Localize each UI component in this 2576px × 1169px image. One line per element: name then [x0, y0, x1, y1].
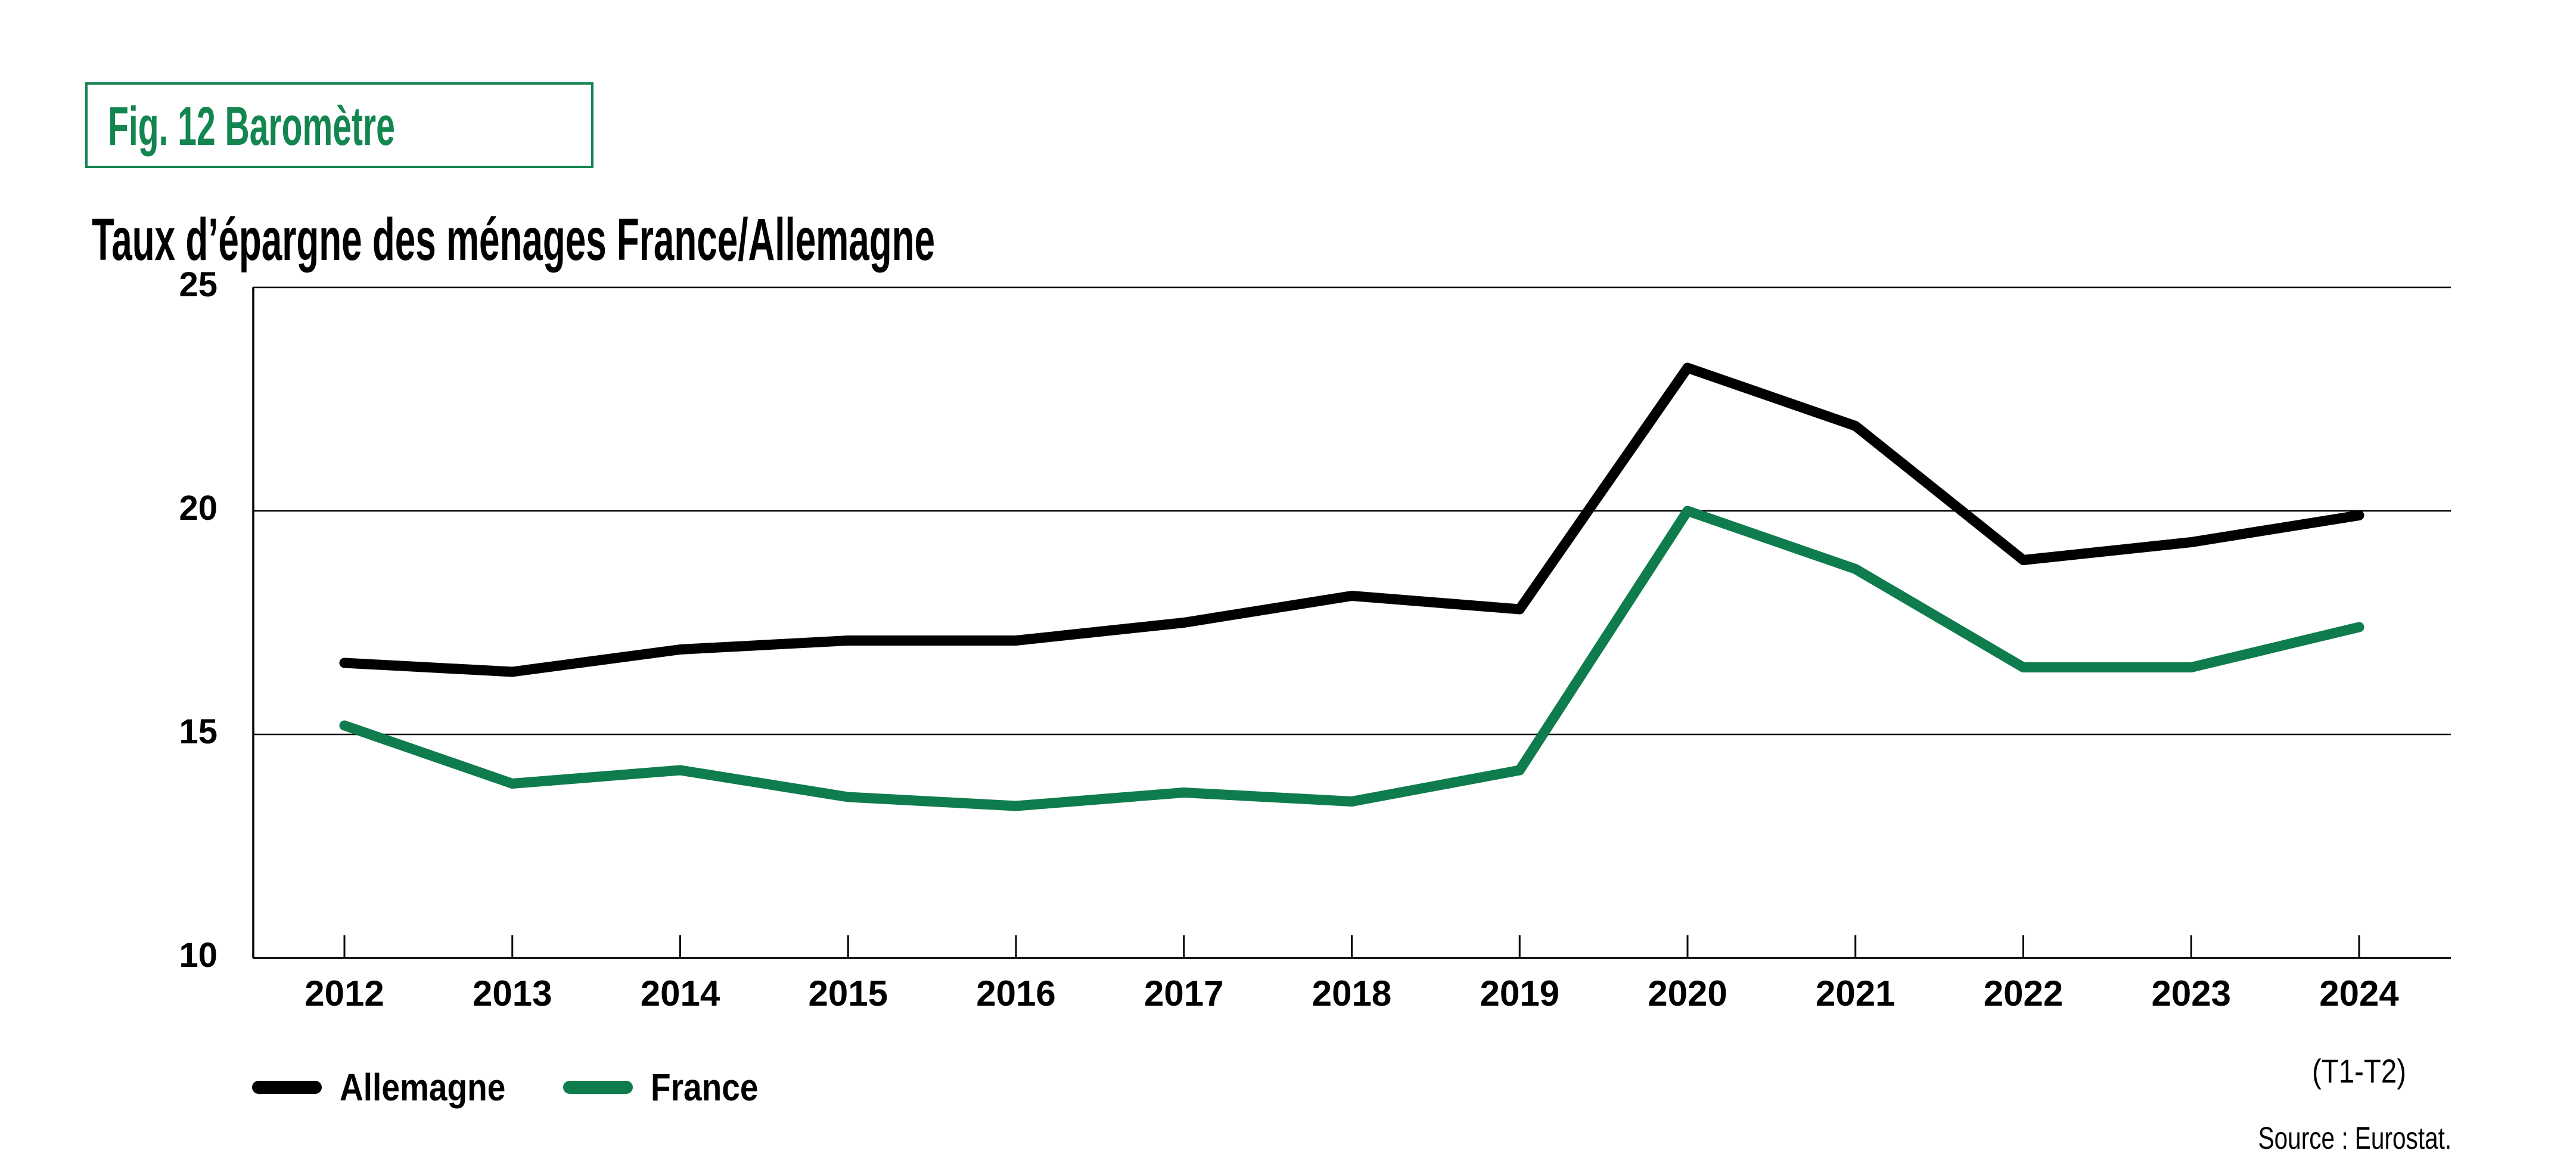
x-tick-label-2019: 2019: [1480, 973, 1559, 1013]
x-tick-label-2014: 2014: [641, 973, 720, 1013]
x-tick-label-2018: 2018: [1312, 973, 1391, 1013]
legend-label-france: France: [651, 1066, 759, 1109]
x-tick-label-2016: 2016: [976, 973, 1055, 1013]
x-tick-label-2022: 2022: [1984, 973, 2063, 1013]
x-tick-label-2024: 2024: [2319, 973, 2399, 1013]
x-tick-label-2020: 2020: [1648, 973, 1727, 1013]
x-tick-label-2012: 2012: [304, 973, 384, 1013]
allemagne-line-swatch: [252, 1081, 322, 1094]
x-tick-label-2013: 2013: [473, 973, 552, 1013]
y-tick-label-15: 15: [179, 712, 217, 751]
france-line-swatch: [563, 1081, 633, 1094]
figure-tag-box: Fig. 12 Baromètre: [85, 82, 594, 168]
source-note-text: Source : Eurostat.: [2258, 1121, 2451, 1156]
figure-tag-label: Fig. 12 Baromètre: [108, 96, 395, 157]
x-tick-label-2017: 2017: [1144, 973, 1223, 1013]
x-tick-label-2015: 2015: [809, 973, 888, 1013]
france-series-line: [339, 506, 2364, 811]
source-note: Source : Eurostat.: [2204, 1123, 2451, 1154]
x-tick-label-2023: 2023: [2152, 973, 2231, 1013]
x-tick-note: (T1-T2): [2312, 1052, 2406, 1090]
chart-title: Taux d’épargne des ménages France/Allema…: [92, 210, 1452, 269]
chart-title-text: Taux d’épargne des ménages France/Allema…: [92, 206, 936, 273]
y-tick-label-20: 20: [179, 489, 217, 528]
legend-label-allemagne: Allemagne: [340, 1066, 506, 1109]
allemagne-series-line: [339, 362, 2364, 677]
x-tick-label-2021: 2021: [1816, 973, 1895, 1013]
y-tick-label-25: 25: [179, 265, 217, 304]
y-tick-label-10: 10: [179, 936, 217, 975]
legend-entry-allemagne: Allemagne: [252, 1068, 533, 1106]
legend-entry-france: France: [563, 1068, 776, 1106]
